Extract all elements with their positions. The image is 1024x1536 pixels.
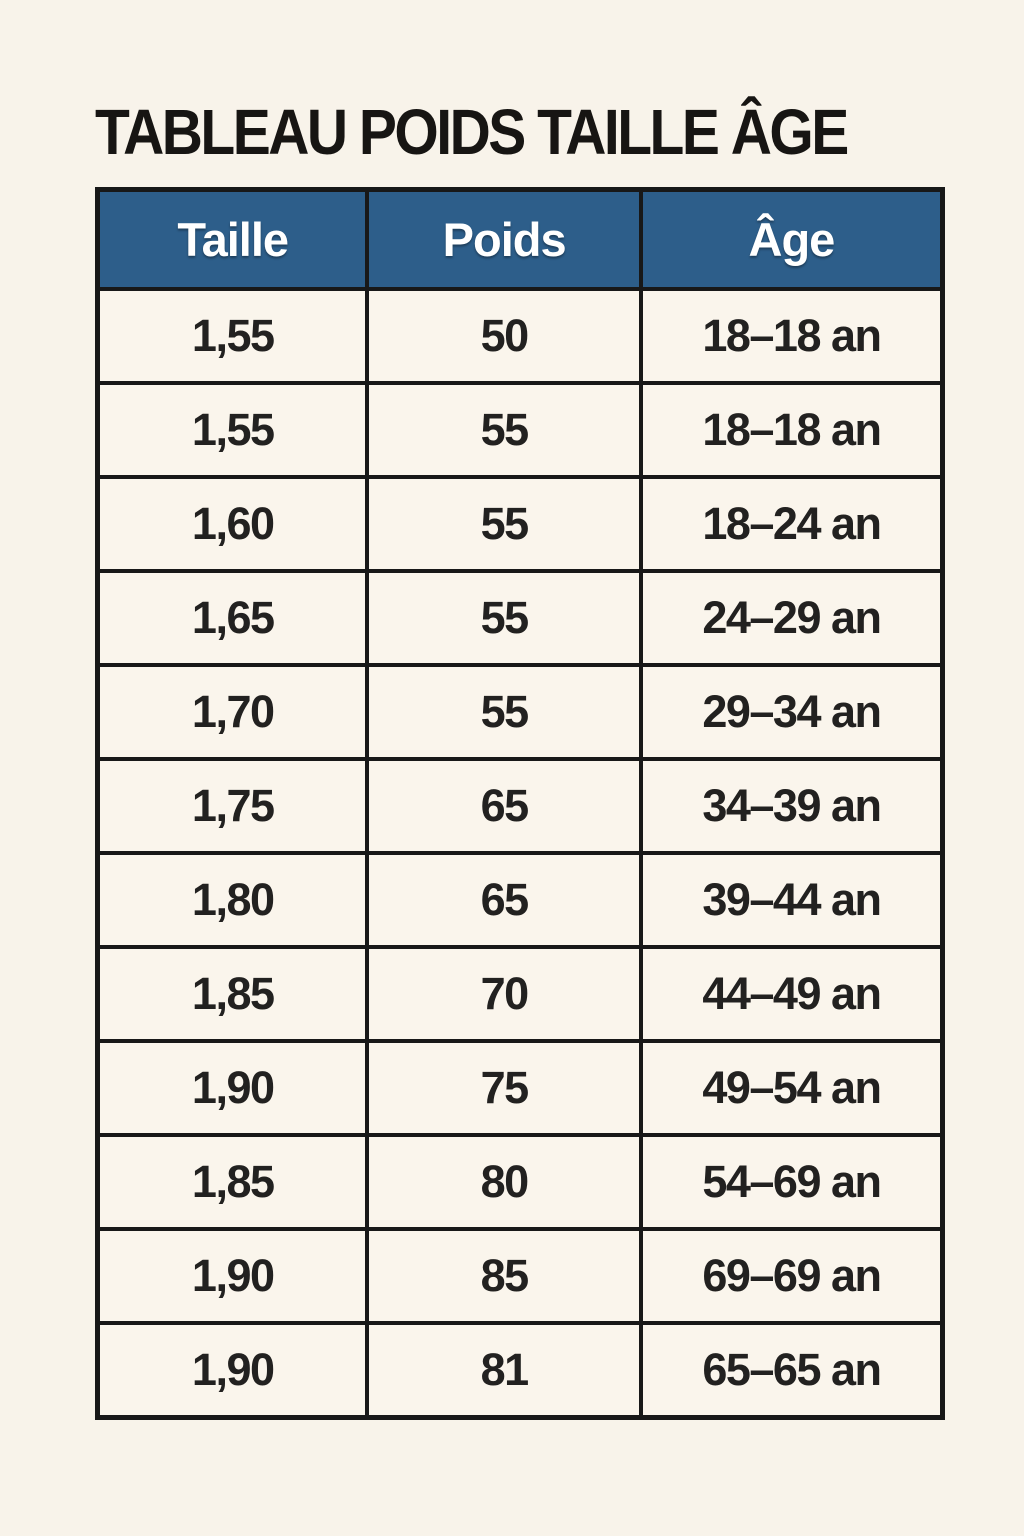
table-cell: 1,85 <box>100 1137 366 1227</box>
table-cell: 1,60 <box>100 479 366 569</box>
table-cell: 24–29 an <box>642 573 940 663</box>
table-cell: 1,75 <box>100 761 366 851</box>
table-cell: 1,65 <box>100 573 366 663</box>
page-title: TABLEAU POIDS TAILLE ÂGE <box>95 97 849 169</box>
header-cell-age: Âge <box>642 192 940 287</box>
table-cell: 55 <box>369 385 639 475</box>
table-cell: 1,90 <box>100 1325 366 1415</box>
table-cell: 70 <box>369 949 639 1039</box>
table-cell: 55 <box>369 573 639 663</box>
table-cell: 55 <box>369 667 639 757</box>
table-cell: 65–65 an <box>642 1325 940 1415</box>
table-cell: 50 <box>369 291 639 381</box>
poids-taille-age-table: Taille Poids Âge 1,55 50 18–18 an 1,55 5… <box>95 187 945 1420</box>
table-cell: 18–24 an <box>642 479 940 569</box>
table-cell: 18–18 an <box>642 291 940 381</box>
header-cell-taille: Taille <box>100 192 366 287</box>
table-cell: 65 <box>369 761 639 851</box>
table-cell: 49–54 an <box>642 1043 940 1133</box>
table-cell: 80 <box>369 1137 639 1227</box>
table-cell: 54–69 an <box>642 1137 940 1227</box>
table-cell: 29–34 an <box>642 667 940 757</box>
table-cell: 1,55 <box>100 385 366 475</box>
table-cell: 34–39 an <box>642 761 940 851</box>
table-cell: 85 <box>369 1231 639 1321</box>
table-cell: 1,85 <box>100 949 366 1039</box>
header-cell-poids: Poids <box>369 192 639 287</box>
table-cell: 1,70 <box>100 667 366 757</box>
table-cell: 1,90 <box>100 1043 366 1133</box>
table-cell: 55 <box>369 479 639 569</box>
table-cell: 69–69 an <box>642 1231 940 1321</box>
table-cell: 81 <box>369 1325 639 1415</box>
table-cell: 75 <box>369 1043 639 1133</box>
table-cell: 1,90 <box>100 1231 366 1321</box>
table-cell: 1,80 <box>100 855 366 945</box>
table-cell: 44–49 an <box>642 949 940 1039</box>
table-cell: 1,55 <box>100 291 366 381</box>
table-cell: 18–18 an <box>642 385 940 475</box>
table-cell: 39–44 an <box>642 855 940 945</box>
table-cell: 65 <box>369 855 639 945</box>
